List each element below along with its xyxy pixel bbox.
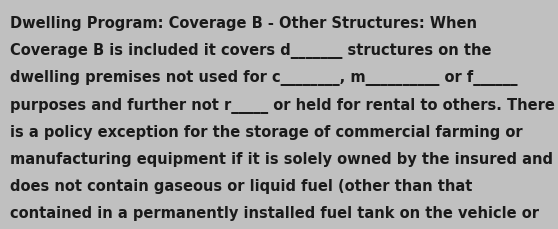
Text: contained in a permanently installed fuel tank on the vehicle or: contained in a permanently installed fue… bbox=[10, 205, 539, 220]
Text: manufacturing equipment if it is solely owned by the insured and: manufacturing equipment if it is solely … bbox=[10, 151, 553, 166]
Text: is a policy exception for the storage of commercial farming or: is a policy exception for the storage of… bbox=[10, 124, 523, 139]
Text: dwelling premises not used for c________, m__________ or f______: dwelling premises not used for c________… bbox=[10, 70, 517, 86]
Text: does not contain gaseous or liquid fuel (other than that: does not contain gaseous or liquid fuel … bbox=[10, 178, 473, 193]
Text: Dwelling Program: Coverage B - Other Structures: When: Dwelling Program: Coverage B - Other Str… bbox=[10, 16, 477, 31]
Text: Coverage B is included it covers d_______ structures on the: Coverage B is included it covers d______… bbox=[10, 43, 492, 59]
Text: purposes and further not r_____ or held for rental to others. There: purposes and further not r_____ or held … bbox=[10, 97, 555, 113]
